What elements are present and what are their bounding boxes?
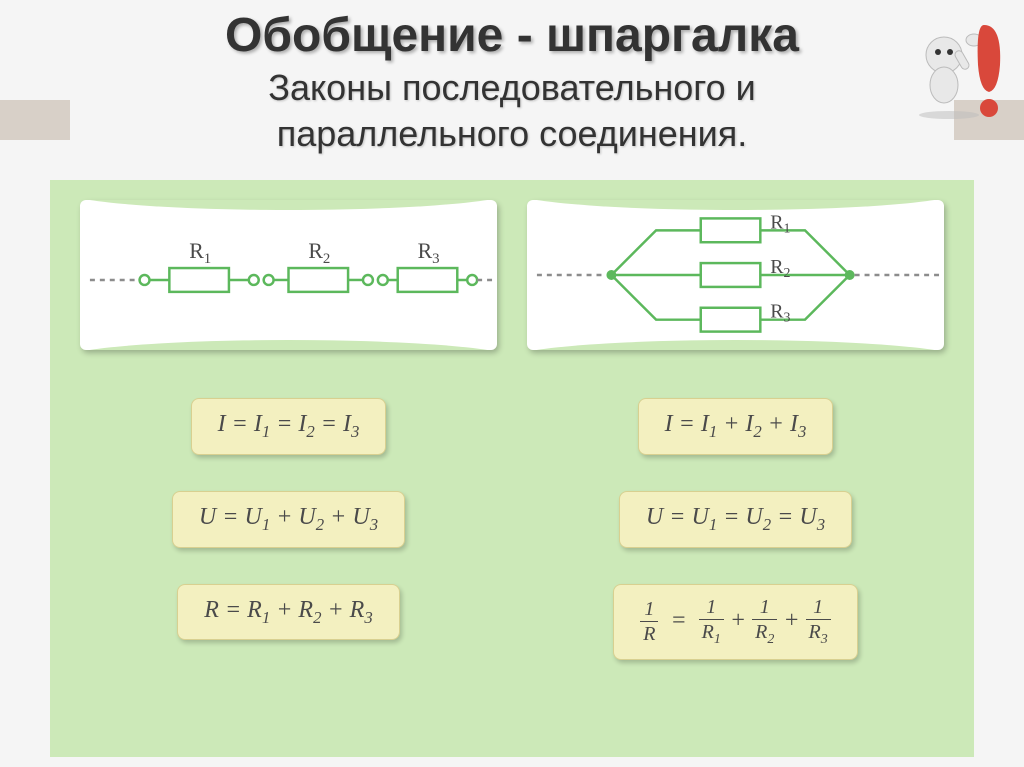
subtitle-line-2: параллельного соединения. [0, 113, 1024, 155]
svg-text:R2: R2 [770, 256, 790, 281]
series-formula-current: I = I1 = I2 = I3 [191, 398, 387, 455]
svg-text:R2: R2 [308, 239, 330, 267]
svg-text:R3: R3 [770, 301, 790, 326]
parallel-formula-current: I = I1 + I2 + I3 [638, 398, 834, 455]
parallel-formula-voltage: U = U1 = U2 = U3 [619, 491, 852, 548]
series-formula-resistance: R = R1 + R2 + R3 [177, 584, 399, 641]
svg-text:R1: R1 [770, 211, 790, 236]
subtitle-line-1: Законы последовательного и [0, 67, 1024, 109]
series-circuit-diagram: R1 R2 R3 [80, 200, 497, 350]
series-formula-voltage: U = U1 + U2 + U3 [172, 491, 405, 548]
page-title: Обобщение - шпаргалка [0, 8, 1024, 63]
svg-text:R3: R3 [418, 239, 440, 267]
header: Обобщение - шпаргалка Законы последовате… [0, 0, 1024, 155]
decoration-bar-left [0, 100, 70, 140]
series-column: R1 R2 R3 I = I1 = I2 = I3 U = U1 + U2 + … [80, 200, 497, 737]
parallel-column: R1 R2 R3 I = I1 + I2 + I3 U = U1 = U2 = … [527, 200, 944, 737]
mascot-exclamation-icon [914, 20, 1004, 120]
svg-text:R1: R1 [189, 239, 211, 267]
parallel-circuit-diagram: R1 R2 R3 [527, 200, 944, 350]
content-panel: R1 R2 R3 I = I1 = I2 = I3 U = U1 + U2 + … [50, 180, 974, 757]
parallel-formula-resistance: 1R = 1R1 + 1R2 + 1R3 [613, 584, 857, 660]
